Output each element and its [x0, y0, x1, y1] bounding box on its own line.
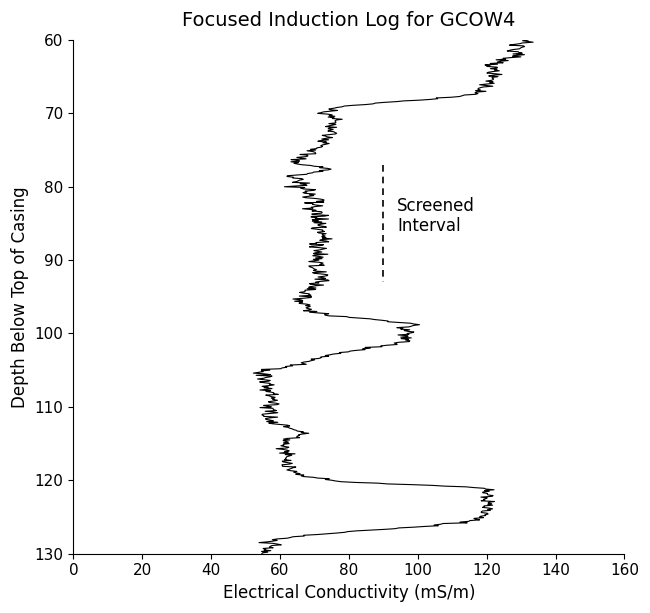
- X-axis label: Electrical Conductivity (mS/m): Electrical Conductivity (mS/m): [223, 584, 475, 602]
- Y-axis label: Depth Below Top of Casing: Depth Below Top of Casing: [11, 186, 29, 408]
- Title: Focused Induction Log for GCOW4: Focused Induction Log for GCOW4: [182, 11, 515, 30]
- Text: Screened
Interval: Screened Interval: [397, 197, 475, 235]
